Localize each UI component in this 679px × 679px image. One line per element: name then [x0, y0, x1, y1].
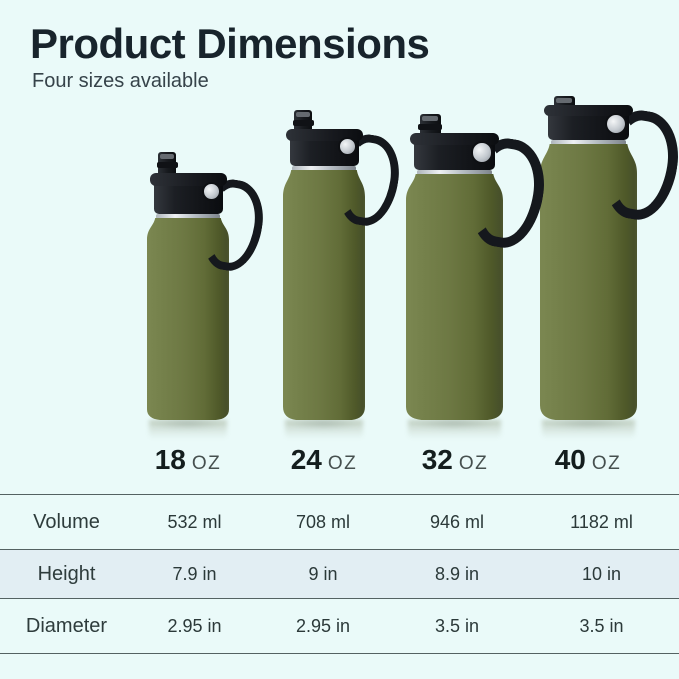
page-subtitle: Four sizes available: [32, 70, 209, 92]
bottle-reflection: [284, 420, 364, 444]
spec-cell-volume-32oz: 946 ml: [429, 511, 485, 532]
spec-cell-diameter-18oz: 2.95 in: [167, 615, 222, 636]
handle-pivot: [201, 182, 221, 201]
neck-ring: [292, 166, 356, 171]
neck-ring: [417, 170, 492, 175]
handle-pivot: [604, 113, 627, 136]
size-unit: OZ: [458, 453, 489, 474]
bottle-reflection: [541, 420, 636, 444]
spec-row-diameter: Diameter 2.95 in 2.95 in 3.5 in 3.5 in: [0, 598, 679, 654]
spec-cell-volume-24oz: 708 ml: [295, 511, 351, 532]
spec-cell-height-18oz: 7.9 in: [172, 563, 217, 584]
spec-row-label: Height: [37, 562, 96, 585]
spec-cell-height-24oz: 9 in: [308, 563, 338, 584]
size-label-24oz: 24 OZ: [259, 444, 389, 478]
spec-row-label: Diameter: [25, 614, 108, 637]
size-unit: OZ: [327, 453, 358, 474]
spec-cell-height-32oz: 8.9 in: [434, 563, 480, 584]
neck-ring: [156, 214, 220, 219]
spec-cell-diameter-24oz: 2.95 in: [295, 615, 351, 636]
bottle-40oz: [528, 96, 679, 444]
bottles-stage: 18 OZ 24 OZ 32 OZ 40 OZ: [123, 96, 679, 478]
bottle-32oz: [394, 114, 551, 444]
size-number: 18: [154, 444, 186, 475]
handle-pivot: [470, 141, 493, 164]
spec-cell-volume-40oz: 1182 ml: [570, 511, 633, 532]
size-number: 32: [421, 444, 453, 475]
size-unit: OZ: [591, 453, 622, 474]
spec-cell-diameter-32oz: 3.5 in: [434, 615, 480, 636]
bottle-24oz: [273, 110, 405, 444]
size-label-32oz: 32 OZ: [390, 444, 520, 478]
spec-row-height: Height 7.9 in 9 in 8.9 in 10 in: [0, 549, 679, 598]
size-label-40oz: 40 OZ: [523, 444, 653, 478]
bottle-18oz: [137, 152, 269, 444]
spec-row-volume: Volume 532 ml 708 ml 946 ml 1182 ml: [0, 494, 679, 549]
bottle-reflection: [148, 420, 228, 444]
page-title: Product Dimensions: [30, 20, 430, 67]
size-number: 40: [554, 444, 586, 475]
size-unit: OZ: [191, 453, 222, 474]
spec-cell-volume-18oz: 532 ml: [167, 511, 222, 532]
bottle-reflection: [407, 420, 502, 444]
spec-cell-diameter-40oz: 3.5 in: [579, 615, 624, 636]
handle-pivot: [337, 137, 357, 157]
spec-row-label: Volume: [33, 510, 100, 533]
spec-table: Volume 532 ml 708 ml 946 ml 1182 ml Heig…: [0, 494, 679, 654]
neck-ring: [551, 140, 626, 145]
spec-cell-height-40oz: 10 in: [581, 563, 622, 584]
size-label-18oz: 18 OZ: [123, 444, 253, 478]
size-number: 24: [290, 444, 322, 475]
